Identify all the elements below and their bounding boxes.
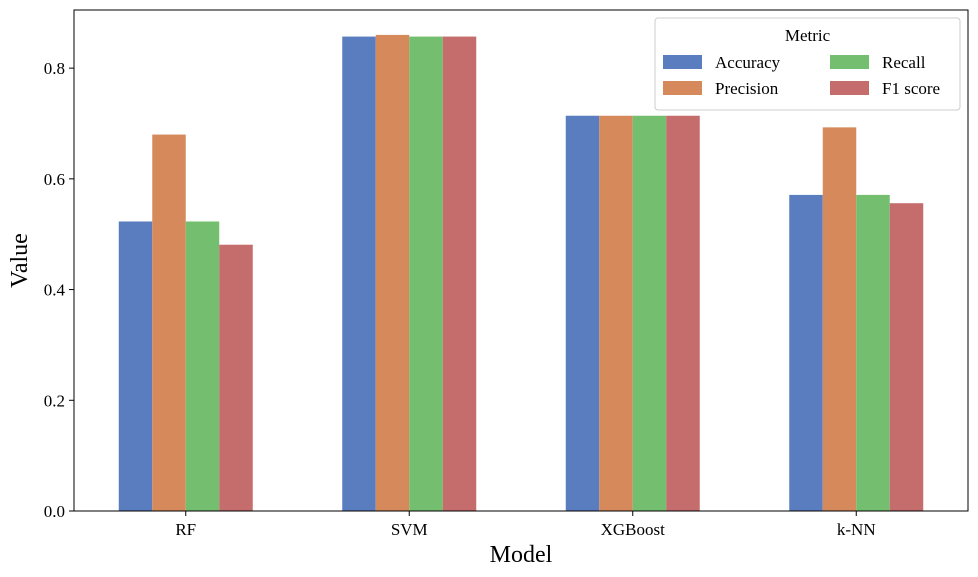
bar-accuracy-svm: [342, 36, 376, 511]
x-axis-title: Model: [490, 542, 553, 568]
bar-f1-score-k-nn: [889, 203, 924, 511]
bar-accuracy-k-nn: [789, 194, 823, 511]
legend-label: Recall: [882, 53, 926, 72]
legend-swatch: [663, 81, 702, 95]
bar-precision-k-nn: [822, 127, 857, 511]
y-axis: 0.0 0.2 0.4 0.6 0.8: [44, 59, 74, 521]
bar-recall-xgboost: [632, 115, 667, 512]
bar-precision-svm: [375, 34, 410, 512]
legend-title: Metric: [785, 26, 831, 45]
x-tick-label: XGBoost: [601, 520, 666, 539]
legend-swatch: [830, 81, 869, 95]
x-tick-label: SVM: [391, 520, 428, 539]
x-tick-label: RF: [175, 520, 196, 539]
y-axis-title: Value: [7, 233, 33, 288]
y-tick-label: 0.2: [44, 391, 65, 410]
legend-label: F1 score: [882, 79, 940, 98]
bar-accuracy-xgboost: [565, 115, 600, 512]
legend-box: [654, 17, 961, 111]
bar-f1-score-rf: [219, 244, 253, 511]
y-tick-label: 0.8: [44, 59, 65, 78]
legend-label: Precision: [715, 79, 779, 98]
x-tick-label: k-NN: [837, 520, 876, 539]
x-axis: RF SVM XGBoost k-NN: [175, 511, 876, 539]
bar-accuracy-rf: [118, 221, 153, 512]
bar-recall-svm: [409, 36, 443, 511]
y-tick-label: 0.4: [44, 281, 66, 300]
bar-recall-rf: [185, 221, 220, 512]
bar-precision-rf: [152, 134, 186, 511]
bar-f1-score-svm: [442, 36, 477, 511]
y-tick-label: 0.6: [44, 170, 65, 189]
bars-group: [118, 34, 924, 512]
y-tick-label: 0.0: [44, 502, 65, 521]
bar-precision-xgboost: [599, 115, 633, 512]
bar-f1-score-xgboost: [666, 115, 700, 512]
legend-swatch: [663, 55, 702, 69]
bar-recall-k-nn: [856, 194, 890, 511]
legend-label: Accuracy: [715, 53, 781, 72]
legend: Metric Accuracy Precision Recall F1 score: [654, 17, 961, 111]
plot-frame: [73, 9, 969, 512]
legend-swatch: [830, 55, 869, 69]
